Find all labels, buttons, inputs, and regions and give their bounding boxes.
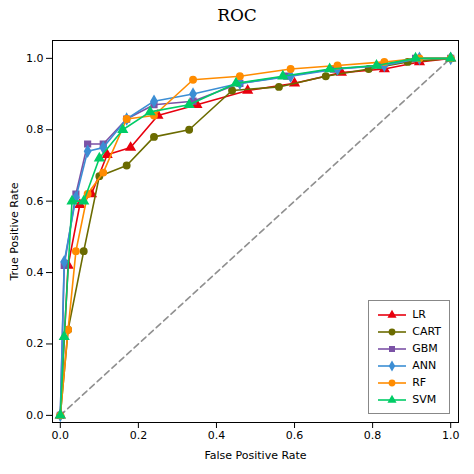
html-text:CART: CART [412,325,441,338]
html-text:SVM: SVM [412,393,437,406]
svg-text:0.0: 0.0 [52,429,70,442]
svg-text:0.8: 0.8 [26,123,44,136]
svg-text:False Positive Rate: False Positive Rate [204,449,306,462]
svg-text:1.0: 1.0 [442,429,460,442]
svg-text:0.6: 0.6 [286,429,304,442]
html-text:RF: RF [412,376,427,389]
svg-text:0.8: 0.8 [364,429,382,442]
svg-text:True Positive Rate: True Positive Rate [8,182,21,281]
svg-text:0.2: 0.2 [130,429,148,442]
svg-text:0.4: 0.4 [208,429,226,442]
svg-text:0.6: 0.6 [26,195,44,208]
html-text:ROC: ROC [217,5,257,25]
svg-text:1.0: 1.0 [26,52,44,65]
svg-text:0.2: 0.2 [26,337,44,350]
html-text:ANN: ANN [412,359,437,372]
html-text:LR: LR [412,308,426,321]
html-text:GBM: GBM [412,342,438,355]
svg-text:0.0: 0.0 [26,409,44,422]
svg-text:0.4: 0.4 [26,266,44,279]
